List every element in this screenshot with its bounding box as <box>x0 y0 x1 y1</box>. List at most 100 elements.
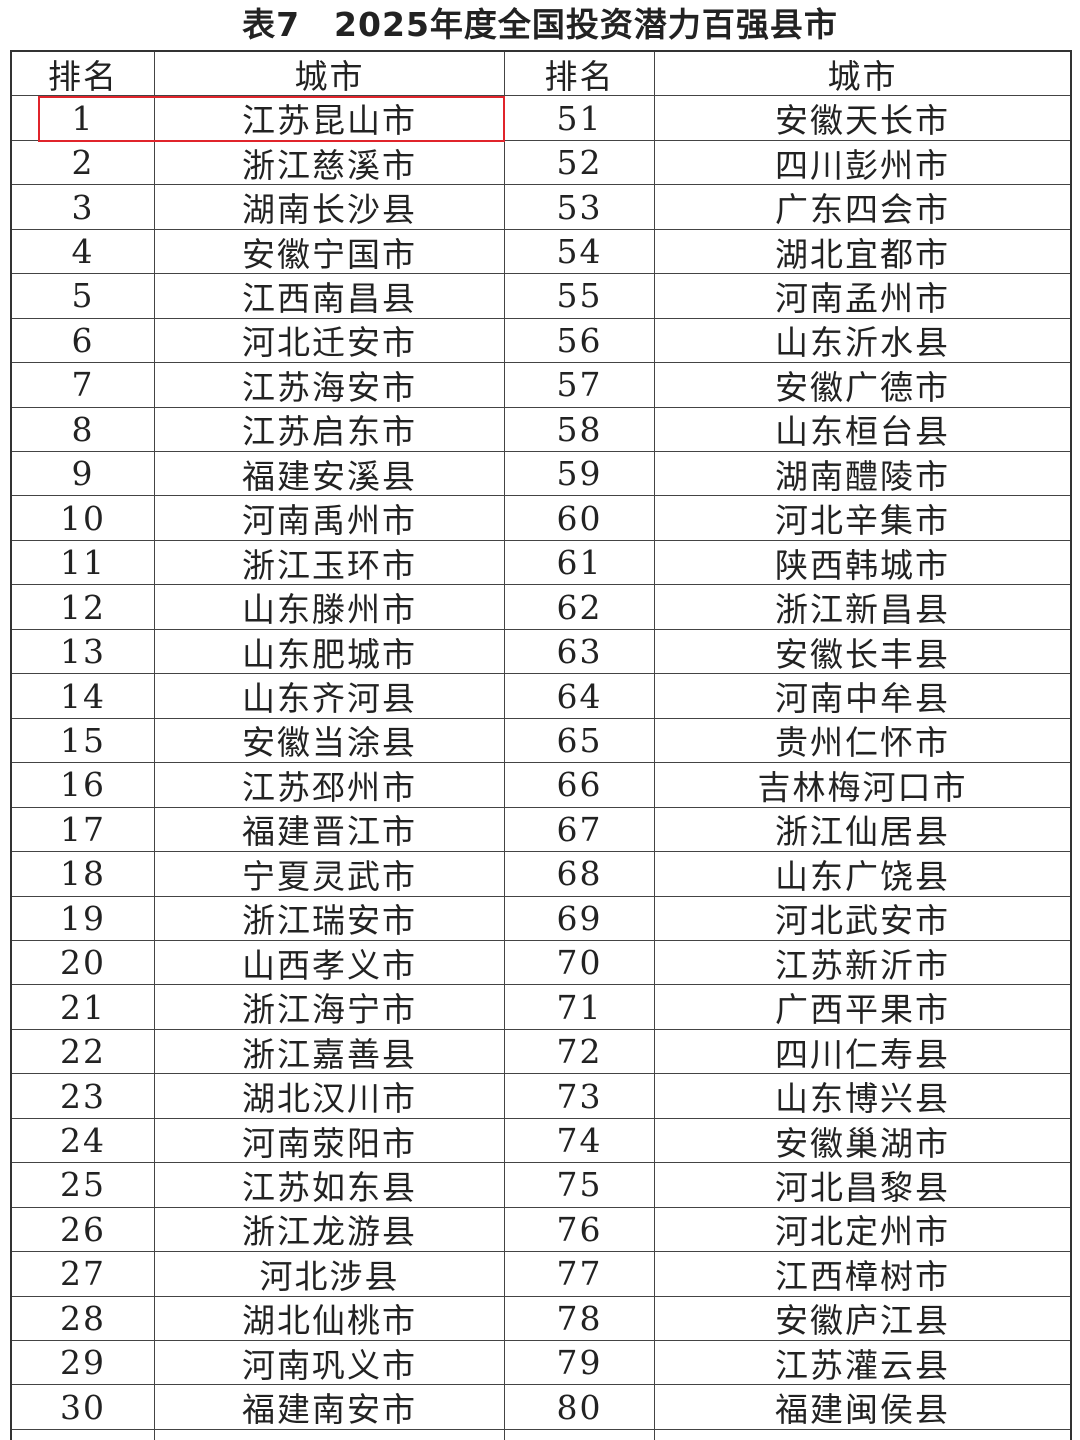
city-cell: 河北辛集市 <box>655 497 1070 541</box>
rank-cell: 56 <box>505 318 655 364</box>
city-cell: 陕西韩城市 <box>655 541 1070 586</box>
rank-cell: 24 <box>12 1118 155 1164</box>
city-cell: 安徽庐江县 <box>655 1297 1070 1342</box>
rank-cell: 64 <box>505 674 655 719</box>
city-cell: 浙江瑞安市 <box>155 896 505 941</box>
column-header: 城市 <box>655 52 1070 97</box>
city-cell: 江苏昆山市 <box>155 96 505 141</box>
rank-cell: 10 <box>12 496 155 541</box>
city-cell: 宁夏灵武市 <box>155 852 505 897</box>
rank-cell: 26 <box>12 1207 155 1253</box>
rank-cell: 14 <box>12 674 155 719</box>
city-cell: 江苏启东市 <box>155 407 505 453</box>
city-cell: 福建晋江市 <box>155 807 505 853</box>
city-cell: 山东博兴县 <box>655 1074 1070 1119</box>
city-cell: 山西孝义市 <box>155 941 505 986</box>
rank-cell: 2 <box>12 140 155 186</box>
city-cell: 浙江仙居县 <box>655 808 1070 853</box>
rank-cell: 20 <box>12 941 155 986</box>
city-cell: 河南荥阳市 <box>155 1118 505 1164</box>
city-cell: 福建闽侯县 <box>655 1386 1070 1430</box>
city-cell: 安徽长丰县 <box>655 630 1070 675</box>
rank-cell: 6 <box>12 318 155 364</box>
city-cell: 河北迁安市 <box>155 318 505 364</box>
rank-cell: 3 <box>12 185 155 230</box>
rank-cell: 16 <box>12 763 155 808</box>
rank-cell: 67 <box>505 807 655 853</box>
city-cell: 福建南安市 <box>155 1385 505 1430</box>
city-cell: 安徽当涂县 <box>155 718 505 764</box>
city-cell: 河北定州市 <box>655 1208 1070 1253</box>
rank-cell: 11 <box>12 540 155 586</box>
city-cell: 浙江新昌县 <box>655 585 1070 630</box>
city-cell: 山东广饶县 <box>655 852 1070 897</box>
rank-cell: 53 <box>505 185 655 230</box>
rank-cell: 13 <box>12 629 155 675</box>
city-cell: 浙江慈溪市 <box>155 140 505 186</box>
city-cell: 江苏新沂市 <box>655 941 1070 986</box>
city-cell: 山东齐河县 <box>155 674 505 719</box>
city-cell: 四川彭州市 <box>655 141 1070 186</box>
city-cell: 安徽广德市 <box>655 363 1070 408</box>
city-cell: 湖南醴陵市 <box>655 452 1070 497</box>
rank-cell: 68 <box>505 852 655 897</box>
city-cell: 河南中牟县 <box>655 674 1070 719</box>
city-cell: 江苏邳州市 <box>155 763 505 808</box>
rank-cell: 54 <box>505 229 655 275</box>
rank-cell: 30 <box>12 1385 155 1430</box>
city-cell: 安徽巢湖市 <box>655 1119 1070 1164</box>
rank-cell: 63 <box>505 629 655 675</box>
city-cell: 贵州仁怀市 <box>655 719 1070 764</box>
rank-cell: 79 <box>505 1341 655 1386</box>
table-title: 表7 2025年度全国投资潜力百强县市 <box>242 5 838 44</box>
rank-cell: 17 <box>12 807 155 853</box>
city-cell: 吉林梅河口市 <box>655 763 1070 808</box>
city-cell: 湖北仙桃市 <box>155 1296 505 1342</box>
rank-cell: 29 <box>12 1341 155 1386</box>
city-cell: 江苏海安市 <box>155 363 505 408</box>
rank-cell: 55 <box>505 274 655 319</box>
city-cell: 江苏如东县 <box>155 1163 505 1208</box>
rank-cell: 71 <box>505 985 655 1030</box>
city-cell: 河北武安市 <box>655 897 1070 941</box>
column-header: 城市 <box>155 52 505 97</box>
rank-cell: 12 <box>12 585 155 630</box>
column-header: 排名 <box>505 52 655 97</box>
city-cell: 河南巩义市 <box>155 1341 505 1386</box>
highlight-box <box>38 96 505 142</box>
rank-cell: 7 <box>12 363 155 408</box>
rank-cell: 22 <box>12 1029 155 1075</box>
rank-cell: 77 <box>505 1252 655 1297</box>
rank-cell: 23 <box>12 1074 155 1119</box>
rank-cell: 80 <box>505 1385 655 1430</box>
rank-cell: 70 <box>505 941 655 986</box>
rank-cell: 73 <box>505 1074 655 1119</box>
city-cell: 河南孟州市 <box>655 274 1070 319</box>
city-cell: 山东沂水县 <box>655 319 1070 364</box>
rank-cell: 62 <box>505 585 655 630</box>
city-cell: 浙江龙游县 <box>155 1207 505 1253</box>
rank-cell: 8 <box>12 407 155 453</box>
rank-cell: 69 <box>505 896 655 941</box>
rank-cell: 75 <box>505 1163 655 1208</box>
city-cell: 江西樟树市 <box>655 1252 1070 1297</box>
rank-cell: 15 <box>12 718 155 764</box>
rank-cell: 9 <box>12 452 155 497</box>
rank-cell: 74 <box>505 1118 655 1164</box>
city-cell: 湖北宜都市 <box>655 230 1070 275</box>
city-cell: 安徽宁国市 <box>155 229 505 275</box>
rank-cell: 51 <box>505 96 655 141</box>
rank-cell: 28 <box>12 1296 155 1342</box>
rank-cell: 21 <box>12 985 155 1030</box>
city-cell: 湖北汉川市 <box>155 1074 505 1119</box>
city-cell: 河北涉县 <box>155 1252 505 1297</box>
city-cell: 山东桓台县 <box>655 408 1070 453</box>
rank-cell: 58 <box>505 407 655 453</box>
city-cell: 四川仁寿县 <box>655 1030 1070 1075</box>
rank-cell: 78 <box>505 1296 655 1342</box>
city-cell: 山东肥城市 <box>155 629 505 675</box>
rank-cell: 27 <box>12 1252 155 1297</box>
city-cell: 广东四会市 <box>655 185 1070 230</box>
city-cell: 浙江嘉善县 <box>155 1029 505 1075</box>
